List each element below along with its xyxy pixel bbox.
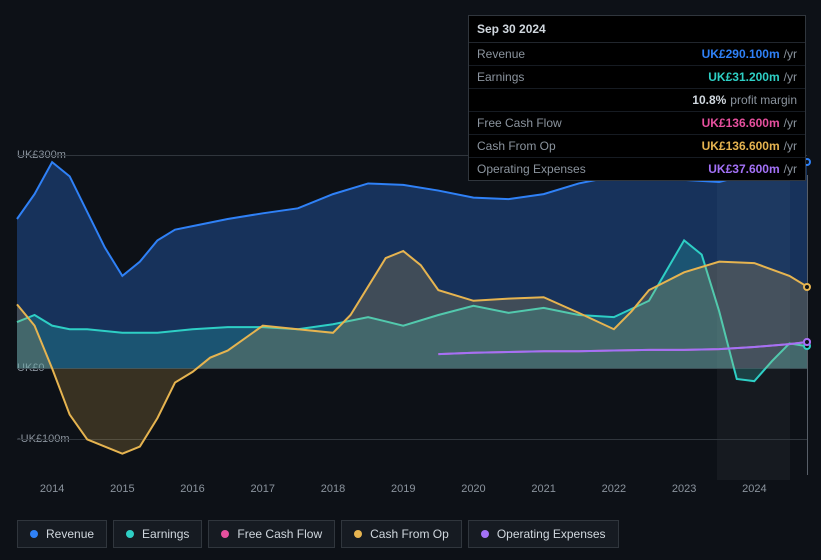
financial-chart[interactable]: UK£300mUK£0-UK£100m 20142015201620172018… [17,155,807,525]
tooltip-value: UK£37.600m [708,162,779,176]
x-axis-label: 2022 [602,483,626,495]
tooltip-row: RevenueUK£290.100m/yr [469,43,805,66]
x-axis-label: 2023 [672,483,696,495]
x-axis-label: 2018 [321,483,345,495]
x-axis-label: 2024 [742,483,766,495]
legend-label: Free Cash Flow [237,527,322,541]
tooltip-row: EarningsUK£31.200m/yr [469,66,805,89]
x-axis-label: 2014 [40,483,64,495]
tooltip-unit: /yr [784,47,797,61]
x-axis-label: 2016 [180,483,204,495]
x-axis-label: 2019 [391,483,415,495]
tooltip-unit: /yr [784,139,797,153]
legend-item-revenue[interactable]: Revenue [17,520,107,548]
tooltip-unit: /yr [784,116,797,130]
tooltip-label: Revenue [477,47,702,61]
legend-label: Operating Expenses [497,527,606,541]
tooltip-row: Cash From OpUK£136.600m/yr [469,135,805,158]
legend-label: Cash From Op [370,527,449,541]
tooltip-label [477,93,692,107]
x-axis-label: 2017 [251,483,275,495]
tooltip-value: UK£136.600m [702,139,780,153]
chart-plot [17,155,807,475]
tooltip-row: Free Cash FlowUK£136.600m/yr [469,112,805,135]
x-axis-label: 2015 [110,483,134,495]
tooltip-row: 10.8% profit margin [469,89,805,112]
tooltip-row: Operating ExpensesUK£37.600m/yr [469,158,805,180]
legend-item-earnings[interactable]: Earnings [113,520,202,548]
marker-operating-expenses [803,338,811,346]
legend-label: Revenue [46,527,94,541]
tooltip-value: UK£136.600m [702,116,780,130]
chart-tooltip: Sep 30 2024 RevenueUK£290.100m/yrEarning… [468,15,806,181]
tooltip-value: UK£31.200m [708,70,779,84]
x-axis: 2014 2015 2016 2017 2018 2019 2020 2021 2022 2023… [17,483,807,503]
legend-swatch [126,530,134,538]
tooltip-unit: /yr [784,70,797,84]
legend-swatch [30,530,38,538]
tooltip-label: Earnings [477,70,708,84]
legend-swatch [481,530,489,538]
legend-label: Earnings [142,527,189,541]
legend-swatch [354,530,362,538]
chart-legend: Revenue Earnings Free Cash Flow Cash From O… [17,520,619,548]
tooltip-unit: /yr [784,162,797,176]
legend-swatch [221,530,229,538]
tooltip-label: Operating Expenses [477,162,708,176]
marker-cash-from-op [803,283,811,291]
tooltip-date: Sep 30 2024 [469,16,805,43]
x-axis-label: 2021 [531,483,555,495]
tooltip-label: Free Cash Flow [477,116,702,130]
tooltip-label: Cash From Op [477,139,702,153]
tooltip-value: UK£290.100m [702,47,780,61]
legend-item-free-cash-flow[interactable]: Free Cash Flow [208,520,335,548]
tooltip-unit: profit margin [730,93,797,107]
hover-guide-line [807,175,808,475]
tooltip-value: 10.8% [692,93,726,107]
legend-item-cash-from-op[interactable]: Cash From Op [341,520,462,548]
x-axis-label: 2020 [461,483,485,495]
legend-item-operating-expenses[interactable]: Operating Expenses [468,520,619,548]
